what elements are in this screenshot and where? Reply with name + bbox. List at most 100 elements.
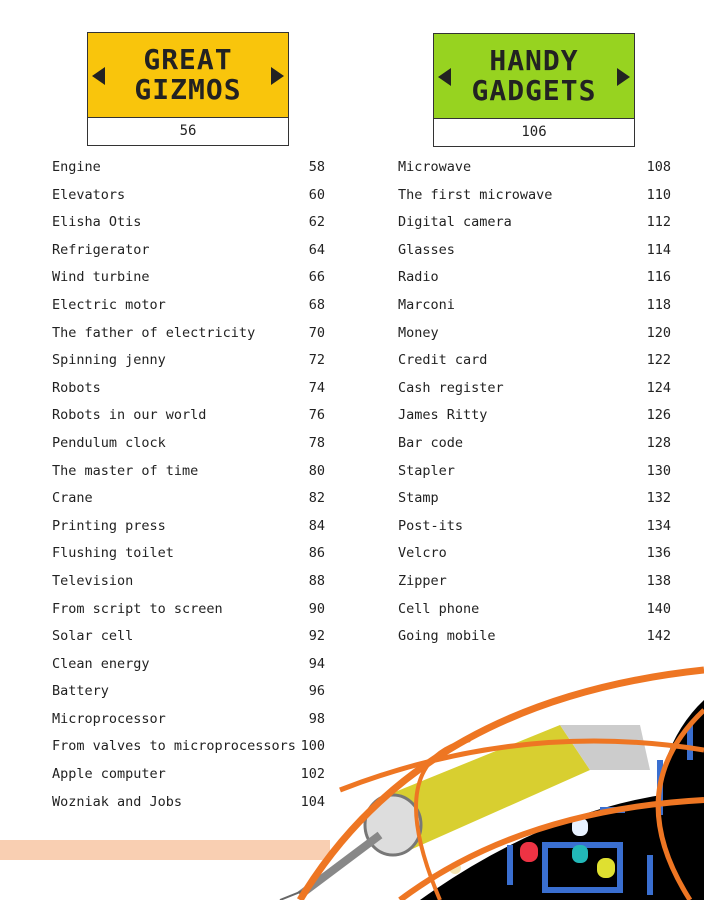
toc-entry[interactable]: Money 120 <box>398 323 671 351</box>
toc-entry[interactable]: Cash register 124 <box>398 378 671 406</box>
toc-entry[interactable]: Refrigerator 64 <box>52 240 325 268</box>
toc-entry[interactable]: Pendulum clock 78 <box>52 433 325 461</box>
toc-entry-title: Wind turbine <box>52 269 150 286</box>
toc-entry-page: 84 <box>308 517 325 534</box>
ghost-icon <box>572 818 588 836</box>
toc-entry[interactable]: Crane 82 <box>52 488 325 516</box>
toc-entry[interactable]: Electric motor 68 <box>52 295 325 323</box>
ghost-icon <box>572 845 588 863</box>
toc-entry-page: 66 <box>308 269 325 286</box>
syringe-icon <box>279 725 650 900</box>
section-title-banner: GREAT GIZMOS <box>88 33 288 118</box>
toc-entry-page: 100 <box>300 738 325 755</box>
toc-entry-title: The master of time <box>52 462 199 479</box>
toc-entry[interactable]: Cell phone 140 <box>398 599 671 627</box>
toc-entry-title: Crane <box>52 490 93 507</box>
toc-entry[interactable]: Zipper 138 <box>398 571 671 599</box>
toc-entry[interactable]: Television 88 <box>52 571 325 599</box>
toc-entry-page: 72 <box>308 352 325 369</box>
toc-entry[interactable]: James Ritty 126 <box>398 405 671 433</box>
toc-entry-title: Cell phone <box>398 600 480 617</box>
toc-entry[interactable]: Glasses 114 <box>398 240 671 268</box>
left-arrow-icon <box>92 67 105 85</box>
toc-entry-title: Elevators <box>52 186 126 203</box>
toc-entry-page: 120 <box>646 324 671 341</box>
toc-entry-page: 126 <box>646 407 671 424</box>
toc-entry-page: 136 <box>646 545 671 562</box>
toc-entry-title: Flushing toilet <box>52 545 174 562</box>
toc-entry-page: 76 <box>308 407 325 424</box>
toc-entry[interactable]: Post-its 134 <box>398 516 671 544</box>
toc-entry[interactable]: The master of time 80 <box>52 461 325 489</box>
toc-entry-page: 122 <box>646 352 671 369</box>
toc-entry-page: 108 <box>646 159 671 175</box>
toc-entry[interactable]: Stamp 132 <box>398 488 671 516</box>
toc-entry-title: Velcro <box>398 545 447 562</box>
toc-entry[interactable]: Wozniak and Jobs 104 <box>52 792 325 820</box>
section-page-number: 106 <box>434 119 634 146</box>
toc-entry[interactable]: Battery 96 <box>52 681 325 709</box>
toc-entry[interactable]: Elisha Otis 62 <box>52 212 325 240</box>
toc-entry[interactable]: Spinning jenny 72 <box>52 350 325 378</box>
toc-entry-page: 110 <box>646 186 671 203</box>
toc-entry-title: Solar cell <box>52 628 134 645</box>
toc-entry[interactable]: Flushing toilet 86 <box>52 543 325 571</box>
toc-entry[interactable]: Radio 116 <box>398 267 671 295</box>
toc-entry[interactable]: Robots in our world 76 <box>52 405 325 433</box>
ghost-icon <box>520 842 538 862</box>
toc-entry[interactable]: Going mobile 142 <box>398 626 671 654</box>
toc-entry-page: 104 <box>300 793 325 810</box>
toc-entry[interactable]: Clean energy 94 <box>52 654 325 682</box>
toc-entry-title: Cash register <box>398 379 504 396</box>
toc-entry-title: James Ritty <box>398 407 488 424</box>
toc-entry-title: Radio <box>398 269 439 286</box>
toc-entry[interactable]: Solar cell 92 <box>52 626 325 654</box>
toc-entry[interactable]: Digital camera 112 <box>398 212 671 240</box>
toc-entry-page: 96 <box>308 683 325 700</box>
toc-entry-page: 64 <box>308 241 325 258</box>
toc-entry-title: Refrigerator <box>52 241 150 258</box>
toc-entry-title: Electric motor <box>52 296 166 313</box>
toc-entry[interactable]: Velcro 136 <box>398 543 671 571</box>
toc-entry[interactable]: The first microwave 110 <box>398 185 671 213</box>
toc-entry-page: 138 <box>646 572 671 589</box>
toc-entry-title: From script to screen <box>52 600 223 617</box>
toc-entry-page: 58 <box>308 159 325 175</box>
toc-entry[interactable]: From script to screen 90 <box>52 599 325 627</box>
orange-band <box>0 840 330 860</box>
toc-entry-page: 140 <box>646 600 671 617</box>
section-title-banner: HANDY GADGETS <box>434 34 634 119</box>
section-header-great-gizmos[interactable]: GREAT GIZMOS 56 <box>87 32 289 146</box>
toc-entry[interactable]: Elevators 60 <box>52 185 325 213</box>
toc-entry[interactable]: From valves to microprocessors 100 <box>52 736 325 764</box>
toc-entry[interactable]: Wind turbine 66 <box>52 267 325 295</box>
toc-entry-title: Television <box>52 572 134 589</box>
toc-entry-title: Marconi <box>398 296 455 313</box>
section-header-handy-gadgets[interactable]: HANDY GADGETS 106 <box>433 33 635 147</box>
toc-entry[interactable]: Robots 74 <box>52 378 325 406</box>
toc-entry-page: 116 <box>646 269 671 286</box>
toc-entry-page: 90 <box>308 600 325 617</box>
toc-entry[interactable]: Stapler 130 <box>398 461 671 489</box>
toc-entry-page: 88 <box>308 572 325 589</box>
toc-entry-page: 60 <box>308 186 325 203</box>
toc-entry-title: Robots <box>52 379 101 396</box>
toc-entry[interactable]: Microprocessor 98 <box>52 709 325 737</box>
toc-entry-page: 86 <box>308 545 325 562</box>
toc-entry[interactable]: The father of electricity 70 <box>52 323 325 351</box>
toc-entry-title: Bar code <box>398 434 464 451</box>
toc-entry[interactable]: Microwave 108 <box>398 157 671 185</box>
toc-entry[interactable]: Engine 58 <box>52 157 325 185</box>
right-arrow-icon <box>271 67 284 85</box>
toc-entry[interactable]: Credit card 122 <box>398 350 671 378</box>
section-title: GREAT GIZMOS <box>134 43 242 106</box>
toc-list-handy-gadgets: Microwave 108 The first microwave 110 Digita… <box>398 157 671 654</box>
toc-entry-title: Glasses <box>398 241 455 258</box>
toc-entry-title: Zipper <box>398 572 447 589</box>
toc-entry[interactable]: Marconi 118 <box>398 295 671 323</box>
toc-entry[interactable]: Printing press 84 <box>52 516 325 544</box>
toc-entry[interactable]: Apple computer 102 <box>52 764 325 792</box>
toc-entry[interactable]: Bar code 128 <box>398 433 671 461</box>
toc-entry-title: Microprocessor <box>52 710 166 727</box>
toc-entry-page: 78 <box>308 434 325 451</box>
